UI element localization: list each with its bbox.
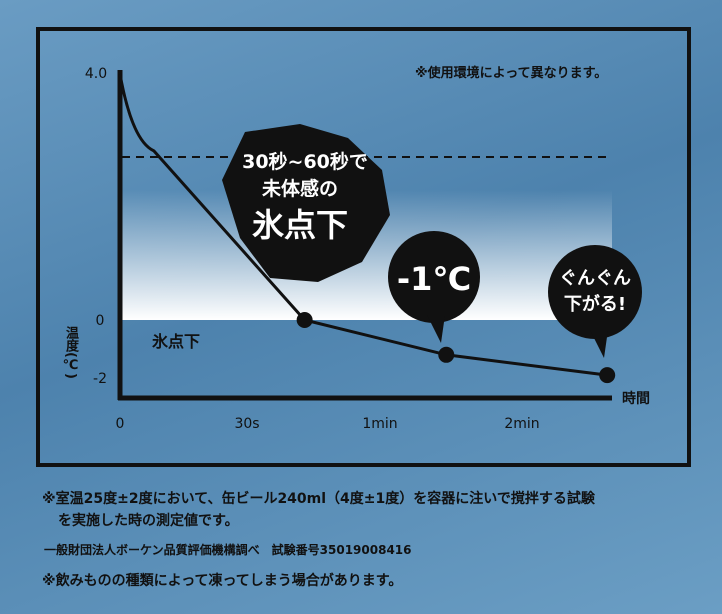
bubble-text: -1℃ xyxy=(397,260,471,298)
bubble-dropping xyxy=(548,245,642,339)
x-tick-label: 1min xyxy=(362,416,397,432)
x-tick-label: 2min xyxy=(504,416,539,432)
usage-note: ※使用環境によって異なります。 xyxy=(415,66,608,81)
bubble-pointer xyxy=(590,330,608,358)
y-tick-label: -2 xyxy=(93,371,107,387)
bubble-minus-one xyxy=(388,231,480,323)
burst-text: 未体感の xyxy=(261,177,338,200)
footnote: を実施した時の測定値です。 xyxy=(58,513,239,529)
x-axis-label: 時間 xyxy=(622,390,650,407)
y-axis-label: 温度(℃) xyxy=(63,326,78,379)
burst-callout xyxy=(222,124,390,282)
bubble-pointer xyxy=(427,315,445,343)
burst-text: 30秒~60秒で xyxy=(242,150,368,173)
y-tick-label: 0 xyxy=(96,313,105,329)
below-zero-label: 氷点下 xyxy=(152,332,200,351)
burst-text: 氷点下 xyxy=(252,206,348,244)
temperature-line xyxy=(118,73,608,377)
footnote: ※室温25度±2度において、缶ビール240ml（4度±1度）を容器に注いで撹拌す… xyxy=(42,491,595,507)
y-tick-label: 4.0 xyxy=(85,66,107,82)
data-point-marker xyxy=(438,346,455,363)
x-tick-label: 0 xyxy=(116,416,125,432)
bubble-text: ぐんぐん xyxy=(559,268,631,289)
footnote: ※飲みものの種類によって凍ってしまう場合があります。 xyxy=(42,573,403,589)
x-tick-label: 30s xyxy=(234,416,259,432)
chart-frame xyxy=(36,27,691,467)
data-point-marker xyxy=(296,312,313,328)
data-point-marker xyxy=(599,367,616,384)
footnote-source: 一般財団法人ボーケン品質評価機構調べ 試験番号35019008416 xyxy=(44,543,412,557)
bubble-text: 下がる! xyxy=(564,293,626,315)
